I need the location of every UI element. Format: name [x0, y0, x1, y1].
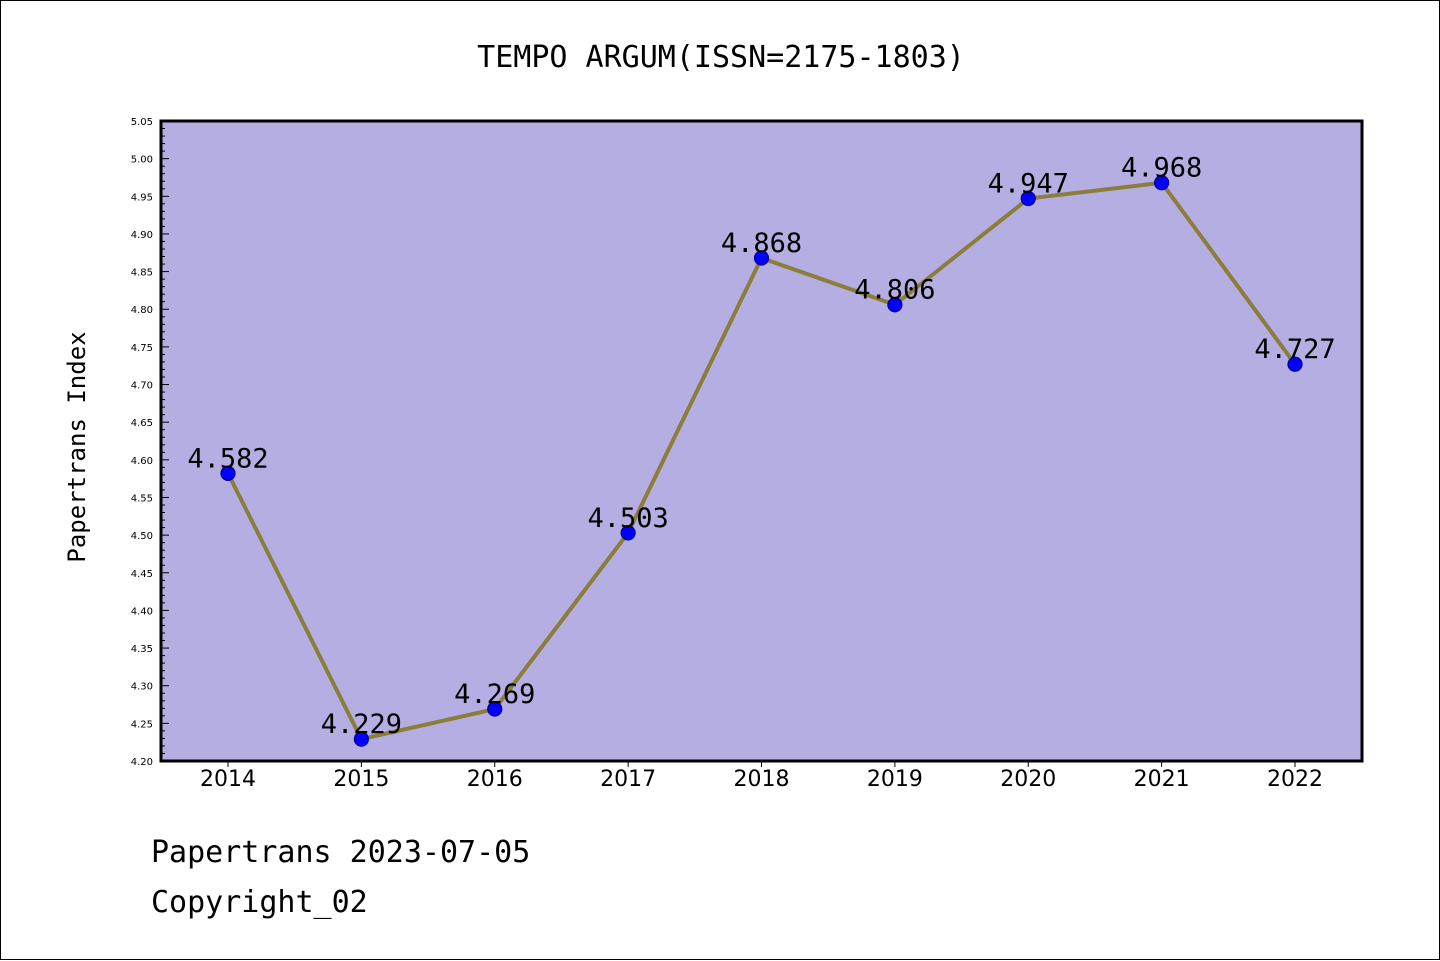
x-tick-label: 2017	[600, 767, 656, 792]
y-tick-label: 4.95	[131, 192, 153, 203]
x-tick-label: 2016	[467, 767, 523, 792]
y-tick-label: 4.65	[131, 418, 153, 429]
y-tick-label: 4.85	[131, 268, 153, 279]
footer-copyright: Copyright_02	[151, 885, 368, 920]
y-axis-label: Papertrans Index	[63, 331, 91, 562]
y-tick-label: 4.75	[131, 343, 153, 354]
x-tick-label: 2014	[200, 767, 256, 792]
y-tick-label: 4.60	[131, 456, 153, 467]
data-label: 4.727	[1254, 334, 1335, 365]
y-tick-label: 4.55	[131, 493, 153, 504]
data-label: 4.968	[1121, 153, 1202, 184]
data-point	[220, 465, 236, 481]
y-tick-label: 4.35	[131, 644, 153, 655]
y-tick-label: 4.25	[131, 719, 153, 730]
data-label: 4.269	[454, 679, 535, 710]
x-tick-label: 2019	[867, 767, 923, 792]
x-axis: 2014 2015 2016 2017 2018 2019 2020 2021 2022	[200, 761, 1323, 792]
data-point	[887, 297, 903, 313]
y-tick-label: 4.80	[131, 305, 153, 316]
y-tick-label: 4.90	[131, 230, 153, 241]
y-tick-label: 4.50	[131, 531, 153, 542]
plot-area	[159, 119, 1364, 763]
data-point	[753, 250, 770, 266]
x-tick-label: 2020	[1000, 767, 1056, 792]
x-tick-label: 2022	[1267, 767, 1323, 792]
y-axis: 4.20 4.25 4.30 4.35 4.40 4.45 4.50 4.55 4.60 4.65…	[131, 117, 169, 768]
y-tick-label: 4.30	[131, 682, 153, 693]
x-tick-label: 2018	[734, 767, 790, 792]
data-point	[487, 701, 503, 717]
data-point	[1287, 356, 1303, 372]
data-label: 4.582	[187, 443, 268, 474]
data-point	[1154, 175, 1170, 191]
data-label: 4.868	[721, 228, 802, 259]
data-label: 4.503	[587, 503, 668, 534]
y-tick-label: 5.05	[131, 117, 153, 128]
data-point	[1020, 190, 1036, 207]
series-layer: 4.582 4.229 4.269 4.503 4.868 4.806 4.947 4.968…	[187, 153, 1336, 747]
y-tick-label: 4.40	[131, 606, 153, 617]
y-tick-label: 5.00	[131, 155, 153, 166]
footer-date: Papertrans 2023-07-05	[151, 835, 531, 870]
x-tick-label: 2015	[333, 767, 389, 792]
data-label: 4.229	[321, 709, 402, 740]
data-label: 4.947	[988, 169, 1069, 200]
y-tick-label: 4.20	[131, 757, 153, 768]
data-point	[620, 525, 636, 541]
y-tick-label: 4.45	[131, 569, 153, 580]
y-tick-label: 4.70	[131, 381, 153, 392]
data-label: 4.806	[854, 275, 935, 306]
data-point	[353, 731, 369, 747]
x-tick-label: 2021	[1134, 767, 1190, 792]
chart-title: TEMPO ARGUM(ISSN=2175-1803)	[477, 40, 965, 75]
